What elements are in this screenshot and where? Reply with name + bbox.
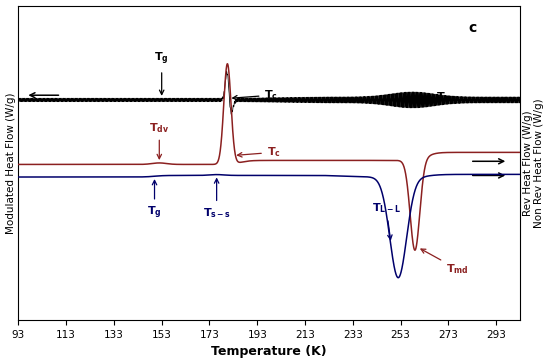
Text: $\bf{T_m}$: $\bf{T_m}$ <box>407 90 454 104</box>
Y-axis label: Rev Heat Flow (W/g)
Non Rev Heat Flow (W/g): Rev Heat Flow (W/g) Non Rev Heat Flow (W… <box>523 98 544 228</box>
Text: $\bf{T_{dv}}$: $\bf{T_{dv}}$ <box>149 121 169 159</box>
Text: $\bf{T_g}$: $\bf{T_g}$ <box>155 51 169 95</box>
Text: $\bf{T_{md}}$: $\bf{T_{md}}$ <box>421 249 469 276</box>
Text: $\bf{T_c}$: $\bf{T_c}$ <box>238 146 280 159</box>
Text: $\bf{T_c}$: $\bf{T_c}$ <box>233 88 278 102</box>
Text: c: c <box>468 21 476 35</box>
Text: $\bf{T_{s-s}}$: $\bf{T_{s-s}}$ <box>202 179 230 220</box>
X-axis label: Temperature (K): Temperature (K) <box>211 345 327 359</box>
Text: $\bf{T_{L-L}}$: $\bf{T_{L-L}}$ <box>372 202 401 240</box>
Y-axis label: Modulated Heat Flow (W/g): Modulated Heat Flow (W/g) <box>6 92 15 234</box>
Text: $\bf{T_g}$: $\bf{T_g}$ <box>147 181 162 221</box>
